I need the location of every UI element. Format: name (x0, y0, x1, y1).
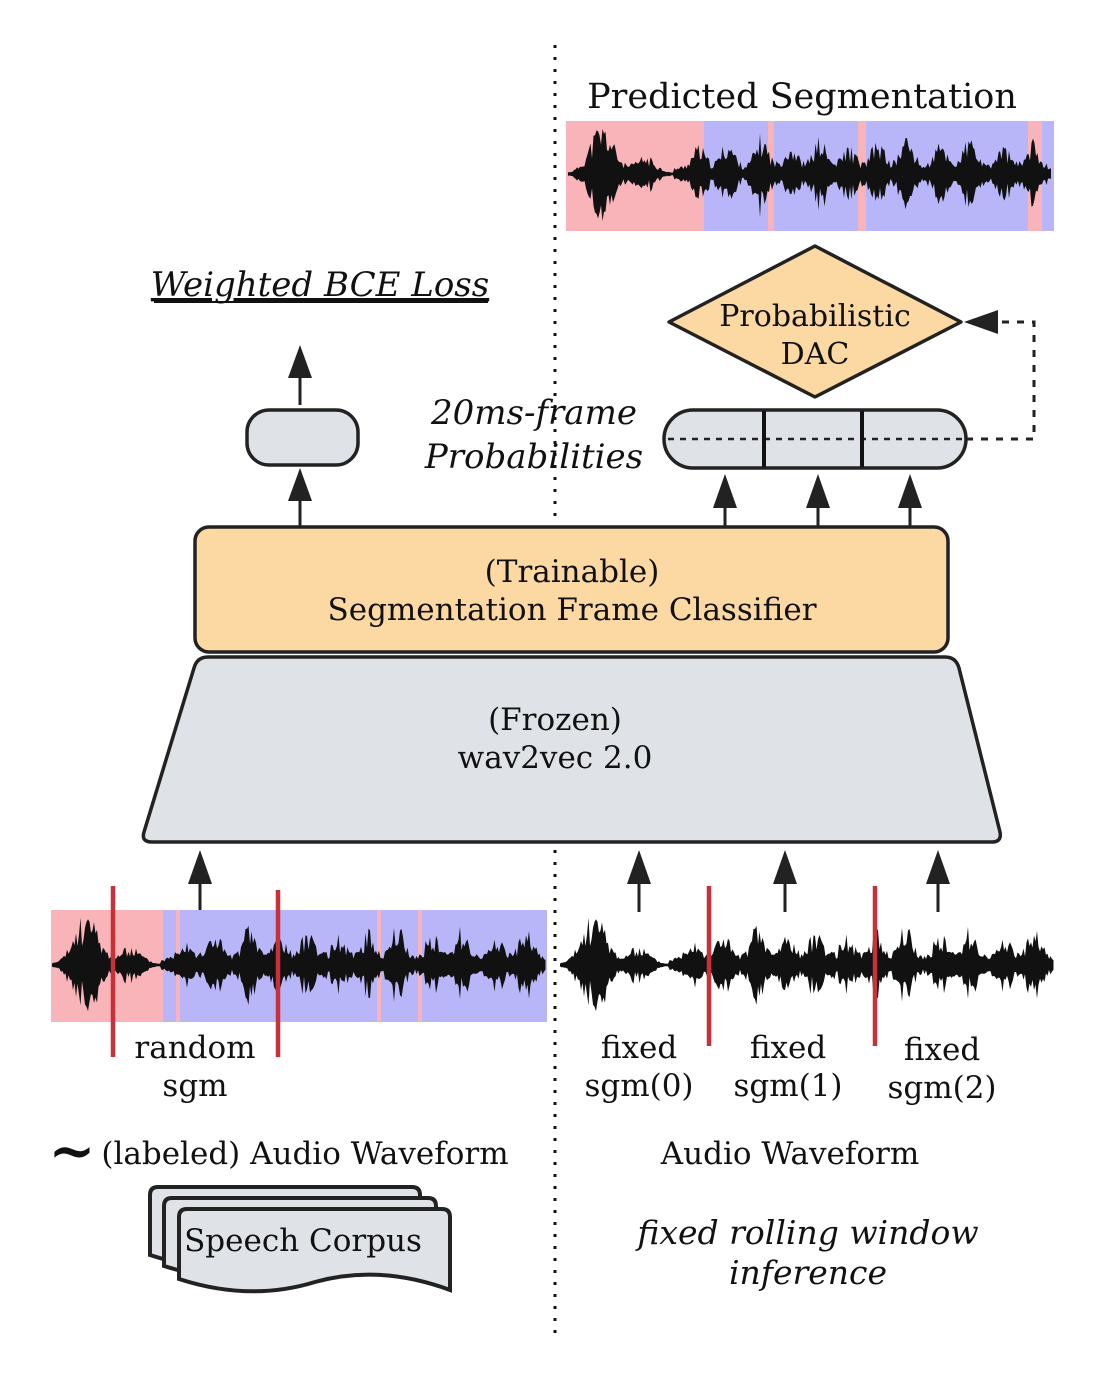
arrowhead-pill-1 (713, 474, 737, 508)
predicted-segmentation-strip (566, 121, 1054, 231)
random-sgm-label-line2: sgm (162, 1068, 227, 1104)
fixed-sgm0-line2: sgm(0) (584, 1068, 693, 1104)
arrowhead-input-sgm1 (773, 850, 797, 884)
fixed-sgm2-line2: sgm(2) (887, 1070, 996, 1106)
dashed-arrowhead (964, 310, 998, 334)
predicted-segmentation-title: Predicted Segmentation (587, 77, 1017, 117)
dashed-feedback-path (966, 320, 1036, 441)
tilde-symbol: ~ (49, 1118, 96, 1184)
speech-corpus-stack (148, 1185, 452, 1294)
arrowhead-left-input (188, 850, 212, 884)
segmentation-frame-classifier-box (193, 525, 950, 654)
wav2vec-encoder-box (141, 655, 1003, 844)
arrowhead-loss (288, 345, 312, 378)
fixed-sgm0-line1: fixed (601, 1030, 677, 1066)
encoder-label-line2: wav2vec 2.0 (458, 740, 653, 776)
dac-label-line1: Probabilistic (719, 299, 911, 334)
speech-corpus-label: Speech Corpus (184, 1223, 422, 1259)
inference-caption-line2: inference (729, 1253, 887, 1292)
weighted-bce-loss-label: Weighted BCE Loss (151, 265, 489, 305)
arrowhead-input-sgm2 (926, 850, 950, 884)
arrowhead-input-sgm0 (627, 850, 651, 884)
labeled-waveform-label: (labeled) Audio Waveform (101, 1136, 508, 1172)
right-audio-waveform (560, 917, 1054, 1012)
dac-label-line2: DAC (781, 337, 850, 372)
fixed-sgm1-line1: fixed (750, 1030, 826, 1066)
left-labeled-waveform (51, 910, 547, 1022)
encoder-label-line1: (Frozen) (488, 702, 622, 738)
inference-caption-line1: fixed rolling window (634, 1213, 978, 1252)
arrowhead-left-box (288, 468, 312, 501)
fixed-sgm2-line1: fixed (904, 1032, 980, 1068)
classifier-label-line1: (Trainable) (485, 554, 660, 590)
left-output-box (245, 408, 360, 467)
arrowhead-pill-3 (898, 474, 922, 508)
arrowhead-pill-2 (806, 474, 830, 508)
random-sgm-label-line1: random (134, 1030, 255, 1066)
frame-prob-label-line1: 20ms-frame (430, 393, 637, 433)
classifier-label-line2: Segmentation Frame Classifier (327, 592, 816, 628)
fixed-sgm1-line2: sgm(1) (733, 1068, 842, 1104)
audio-waveform-label: Audio Waveform (660, 1136, 920, 1172)
frame-prob-label-line2: Probabilities (424, 437, 643, 477)
probabilistic-dac-diamond (667, 244, 963, 399)
